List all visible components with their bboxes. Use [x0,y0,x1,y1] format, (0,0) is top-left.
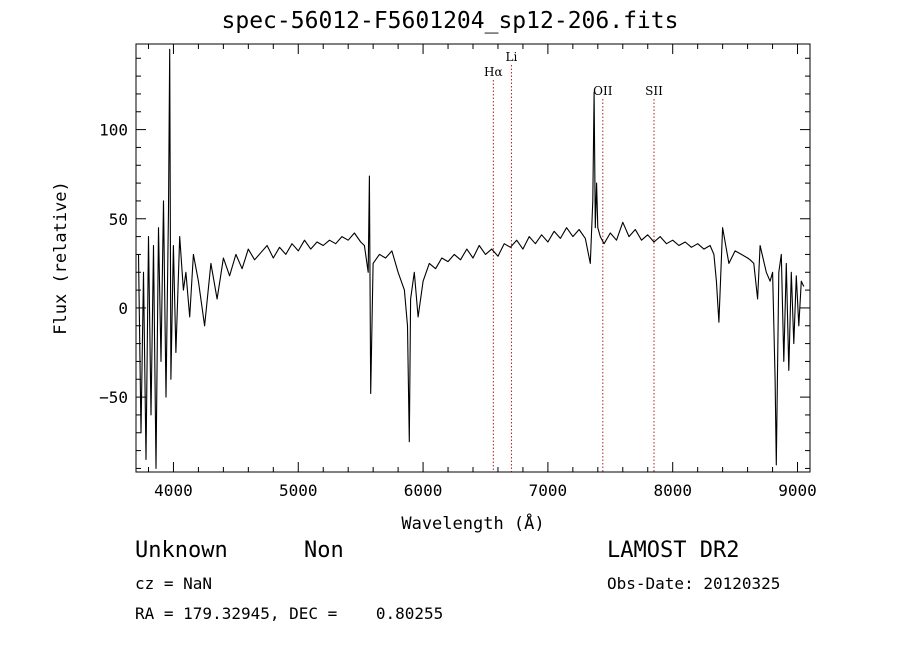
spectrum-line [137,48,805,469]
object-subclass: Non [304,538,344,563]
spectral-line-label: SII [645,84,663,98]
x-axis: 4000 5000 6000 7000 8000 9000 [147,44,817,500]
redshift-cz: cz = NaN [135,574,213,593]
y-axis: −50 0 50 100 [99,57,810,469]
x-tick-label: 4000 [154,481,193,500]
spectrum-series [137,48,805,469]
y-tick-label: 100 [99,121,128,140]
y-tick-label: 0 [118,299,128,318]
chart-title: spec-56012-F5601204_sp12-206.fits [221,8,679,34]
y-tick-label: 50 [109,210,128,229]
x-tick-label: 9000 [778,481,817,500]
spectral-line-label: Li [506,50,518,64]
observation-date: Obs-Date: 20120325 [607,574,781,593]
object-class: Unknown [135,538,228,563]
x-tick-label: 5000 [279,481,318,500]
survey-name: LAMOST DR2 [607,538,740,563]
y-axis-label: Flux (relative) [51,181,71,335]
x-axis-label: Wavelength (Å) [401,512,544,534]
x-tick-label: 7000 [529,481,568,500]
x-tick-label: 6000 [404,481,443,500]
y-tick-label: −50 [99,388,128,407]
ra-dec-coordinates: RA = 179.32945, DEC = 0.80255 [135,604,444,623]
x-tick-label: 8000 [653,481,692,500]
spectral-line-label: Hα [484,65,503,79]
spectral-line-label: OII [593,84,613,98]
